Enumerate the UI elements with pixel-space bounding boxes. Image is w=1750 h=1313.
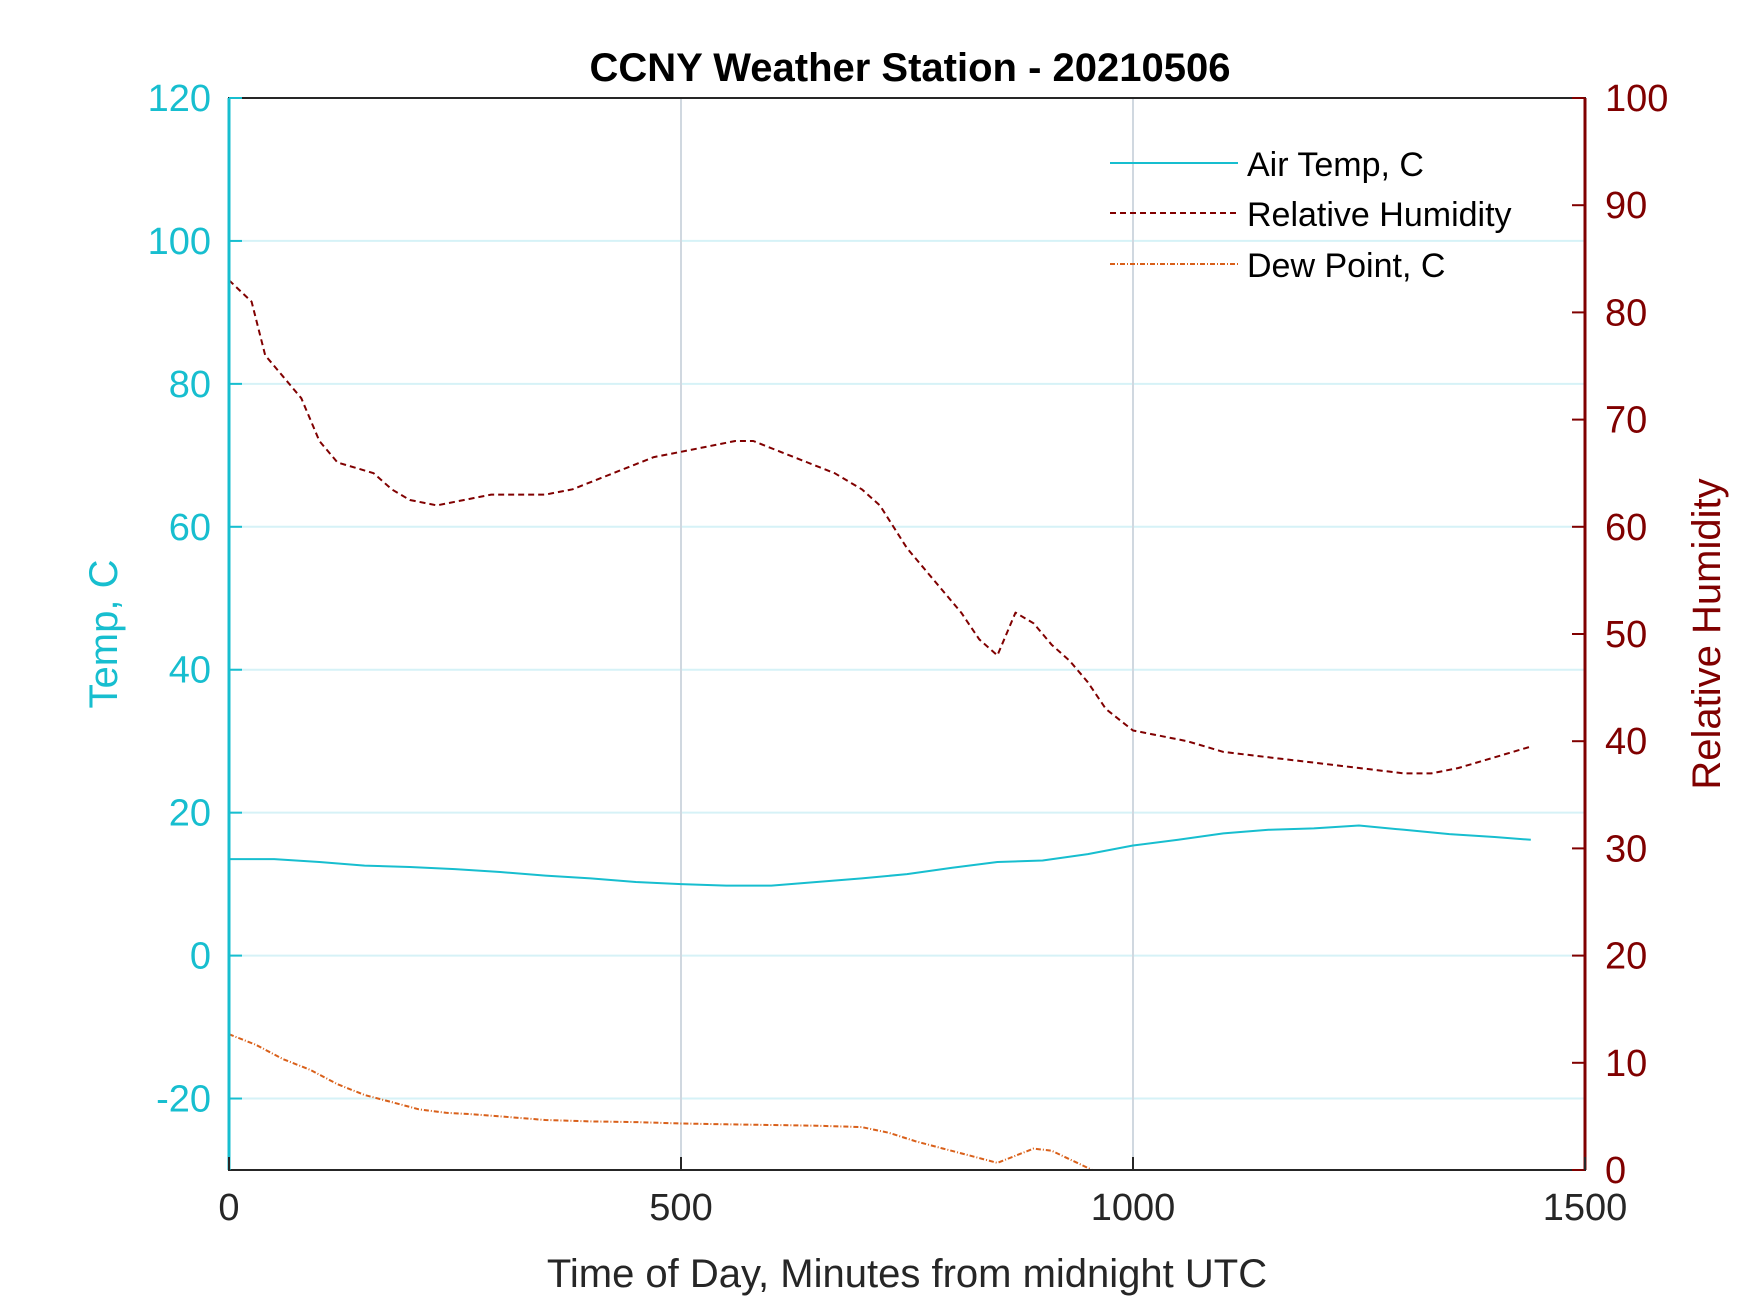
x-tick-label-500: 500 [649,1187,712,1229]
right-tick-label-90: 90 [1605,185,1647,227]
right-tick-label-100: 100 [1605,78,1668,120]
left-tick-label-20: -20 [156,1079,211,1121]
right-tick-label-30: 30 [1605,828,1647,870]
left-tick-label-120: 120 [148,78,211,120]
grid-lines [229,98,1585,1170]
x-tick-label-0: 0 [218,1187,239,1229]
right-tick-label-80: 80 [1605,292,1647,334]
right-y-axis-label: Relative Humidity [1685,478,1729,789]
right-tick-label-0: 0 [1605,1150,1626,1192]
legend-label-relative-humidity: Relative Humidity [1247,196,1512,234]
legend: Air Temp, C Relative Humidity Dew Point,… [1110,146,1512,285]
left-tick-label-100: 100 [148,221,211,263]
left-y-axis-label: Temp, C [82,560,126,709]
x-tick-label-1000: 1000 [1091,1187,1176,1229]
right-tick-label-10: 10 [1605,1043,1647,1085]
legend-label-dew-point: Dew Point, C [1247,247,1445,285]
left-tick-label-60: 60 [169,507,211,549]
right-tick-label-60: 60 [1605,507,1647,549]
legend-label-air-temp: Air Temp, C [1247,146,1424,184]
series-layer [228,279,1532,1171]
right-tick-label-20: 20 [1605,936,1647,978]
left-tick-label-80: 80 [169,364,211,406]
series-line-dew-point-c [228,1033,1093,1171]
x-axis-label: Time of Day, Minutes from midnight UTC [547,1252,1267,1296]
x-axis: 0 500 1000 1500 [218,1157,1627,1229]
chart-title: CCNY Weather Station - 20210506 [590,46,1231,90]
left-tick-label-40: 40 [169,650,211,692]
series-line-air-temp-c [229,824,1531,887]
right-tick-label-70: 70 [1605,400,1647,442]
left-y-axis: -20 0 20 40 60 80 100 120 [148,78,242,1170]
left-tick-label-20: 20 [169,793,211,835]
left-tick-label-0: 0 [190,936,211,978]
x-tick-label-1500: 1500 [1543,1187,1628,1229]
right-tick-label-40: 40 [1605,721,1647,763]
right-y-axis: 0 10 20 30 40 50 60 70 80 90 100 [1572,78,1668,1192]
right-tick-label-50: 50 [1605,614,1647,656]
